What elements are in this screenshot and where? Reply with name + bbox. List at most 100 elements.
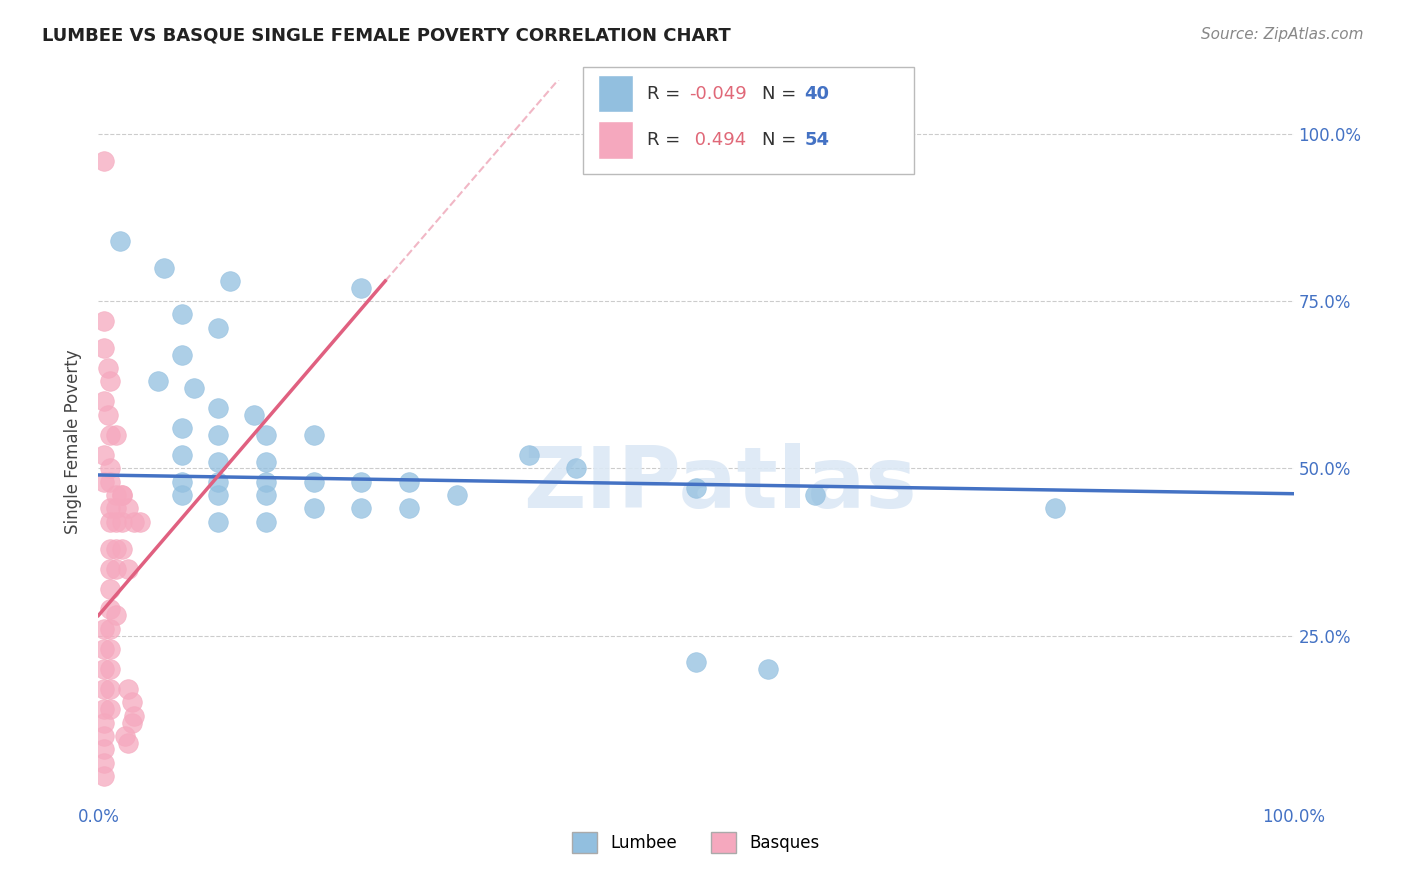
Point bbox=[108, 234, 131, 248]
Point bbox=[207, 488, 229, 502]
Point bbox=[98, 562, 122, 576]
Point bbox=[398, 475, 420, 489]
Text: N =: N = bbox=[762, 85, 801, 103]
Text: LUMBEE VS BASQUE SINGLE FEMALE POVERTY CORRELATION CHART: LUMBEE VS BASQUE SINGLE FEMALE POVERTY C… bbox=[42, 27, 731, 45]
Point bbox=[105, 515, 128, 529]
Point bbox=[98, 375, 122, 389]
Point bbox=[93, 622, 115, 636]
Point bbox=[129, 515, 152, 529]
Point bbox=[350, 281, 373, 295]
Point bbox=[172, 348, 194, 362]
Point bbox=[172, 448, 194, 462]
Text: R =: R = bbox=[647, 85, 686, 103]
Point bbox=[98, 501, 122, 516]
Point bbox=[254, 427, 277, 442]
Point bbox=[93, 702, 115, 716]
Point bbox=[98, 475, 122, 489]
Legend: Lumbee, Basques: Lumbee, Basques bbox=[565, 826, 827, 860]
Point bbox=[105, 501, 128, 516]
Point bbox=[207, 515, 229, 529]
Point bbox=[111, 488, 134, 502]
Point bbox=[117, 735, 139, 749]
Point bbox=[207, 321, 229, 335]
Point bbox=[254, 475, 277, 489]
Point bbox=[93, 681, 115, 696]
Text: 54: 54 bbox=[804, 131, 830, 149]
Point bbox=[124, 515, 146, 529]
Point bbox=[98, 602, 122, 616]
Point bbox=[172, 475, 194, 489]
Point bbox=[105, 608, 128, 623]
Point bbox=[105, 427, 128, 442]
Point bbox=[565, 461, 588, 475]
Point bbox=[172, 421, 194, 435]
Point bbox=[105, 541, 128, 556]
Point bbox=[172, 488, 194, 502]
Point bbox=[446, 488, 468, 502]
Point bbox=[98, 427, 122, 442]
Point bbox=[172, 307, 194, 322]
Point bbox=[207, 475, 229, 489]
Text: -0.049: -0.049 bbox=[689, 85, 747, 103]
Point bbox=[685, 482, 707, 496]
Point bbox=[105, 562, 128, 576]
Point bbox=[148, 375, 170, 389]
Point bbox=[93, 475, 115, 489]
Point bbox=[98, 702, 122, 716]
Point bbox=[207, 427, 229, 442]
Point bbox=[93, 769, 115, 783]
Point bbox=[302, 501, 325, 516]
Point bbox=[93, 715, 115, 730]
Point bbox=[98, 515, 122, 529]
Text: R =: R = bbox=[647, 131, 686, 149]
Point bbox=[302, 475, 325, 489]
Point bbox=[254, 488, 277, 502]
Point bbox=[207, 401, 229, 416]
Point bbox=[121, 715, 143, 730]
Point bbox=[93, 341, 115, 355]
Point bbox=[98, 461, 122, 475]
Point bbox=[117, 562, 139, 576]
Point bbox=[97, 361, 120, 376]
Point bbox=[93, 742, 115, 756]
Point bbox=[1043, 501, 1066, 516]
Text: N =: N = bbox=[762, 131, 801, 149]
Point bbox=[804, 488, 827, 502]
Point bbox=[114, 729, 136, 743]
Point bbox=[517, 448, 540, 462]
Point bbox=[93, 662, 115, 676]
Point bbox=[98, 541, 122, 556]
Point bbox=[350, 475, 373, 489]
Point bbox=[111, 488, 134, 502]
Text: 0.494: 0.494 bbox=[689, 131, 747, 149]
Point bbox=[93, 642, 115, 657]
Point bbox=[350, 501, 373, 516]
Point bbox=[117, 501, 139, 516]
Point bbox=[93, 729, 115, 743]
Point bbox=[98, 662, 122, 676]
Point bbox=[243, 408, 266, 422]
Point bbox=[93, 756, 115, 770]
Point bbox=[685, 655, 707, 669]
Point bbox=[98, 681, 122, 696]
Point bbox=[97, 408, 120, 422]
Y-axis label: Single Female Poverty: Single Female Poverty bbox=[65, 350, 83, 533]
Point bbox=[93, 448, 115, 462]
Point bbox=[254, 455, 277, 469]
Point bbox=[105, 488, 128, 502]
Point bbox=[121, 696, 143, 710]
Text: 40: 40 bbox=[804, 85, 830, 103]
Point bbox=[124, 708, 146, 723]
Point bbox=[111, 515, 134, 529]
Point bbox=[183, 381, 205, 395]
Point bbox=[93, 153, 115, 168]
Point bbox=[117, 681, 139, 696]
Point bbox=[254, 515, 277, 529]
Point bbox=[153, 260, 176, 275]
Point bbox=[207, 455, 229, 469]
Point bbox=[98, 642, 122, 657]
Point bbox=[93, 314, 115, 328]
Point bbox=[111, 541, 134, 556]
Point bbox=[756, 662, 779, 676]
Text: Source: ZipAtlas.com: Source: ZipAtlas.com bbox=[1201, 27, 1364, 42]
